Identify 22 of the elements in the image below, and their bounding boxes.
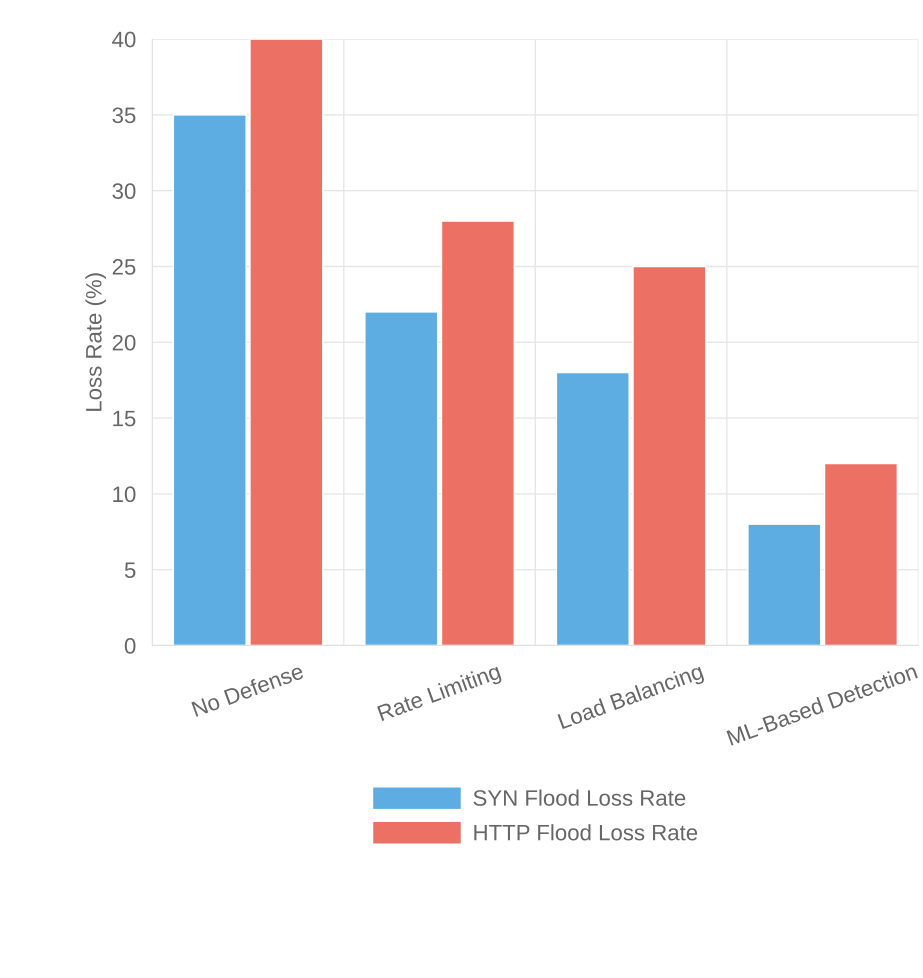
bar <box>747 524 822 646</box>
y-tick-label: 35 <box>112 107 136 124</box>
bar <box>440 220 515 646</box>
x-tick-label: No Defense <box>191 662 304 717</box>
y-tick-label: 15 <box>113 410 136 426</box>
y-tick-label: 10 <box>113 486 136 502</box>
y-tick-label: 20 <box>112 334 136 351</box>
legend-label: HTTP Flood Loss Rate <box>474 824 698 840</box>
x-tick-label: Rate Limiting <box>376 662 503 726</box>
bar <box>364 311 438 646</box>
y-axis-title: Loss Rate (%) <box>85 273 106 411</box>
bar <box>172 114 247 646</box>
bar <box>556 372 630 646</box>
y-tick-label: 30 <box>112 183 136 199</box>
y-tick-label: 25 <box>112 259 136 275</box>
y-tick-label: 0 <box>124 638 136 654</box>
y-tick-label: 40 <box>112 32 136 48</box>
bar <box>632 266 706 646</box>
bar <box>824 462 898 646</box>
legend-label: SYN Flood Loss Rate <box>474 790 686 806</box>
bar <box>249 39 324 646</box>
y-tick-label: 5 <box>124 562 136 578</box>
